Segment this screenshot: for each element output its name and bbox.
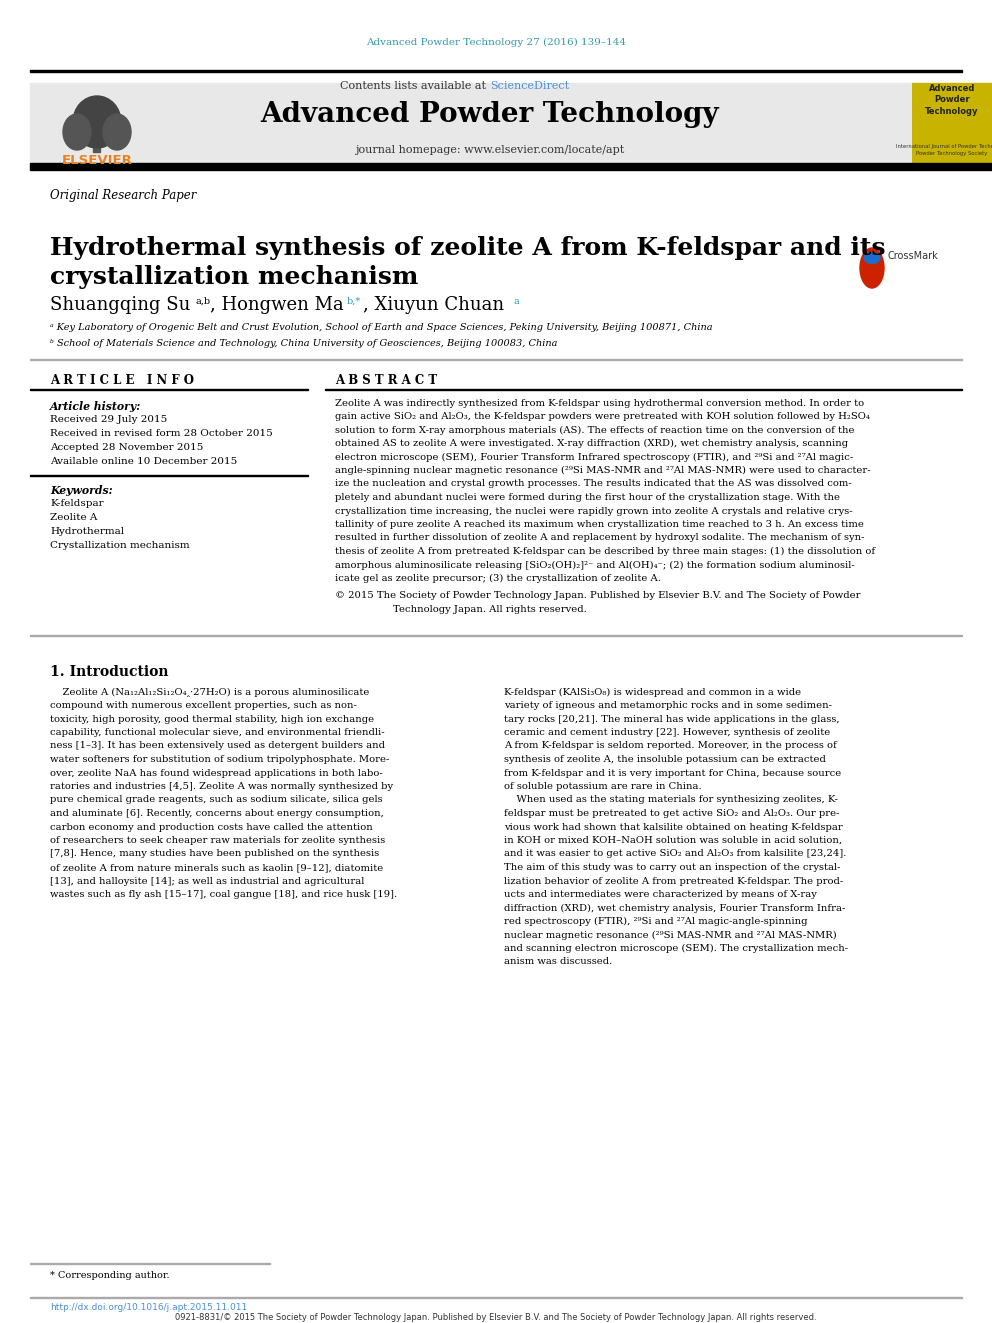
Text: feldspar must be pretreated to get active SiO₂ and Al₂O₃. Our pre-: feldspar must be pretreated to get activ… xyxy=(504,808,839,818)
Text: Advanced Powder Technology: Advanced Powder Technology xyxy=(261,102,719,128)
Text: gain active SiO₂ and Al₂O₃, the K-feldspar powders were pretreated with KOH solu: gain active SiO₂ and Al₂O₃, the K-feldsp… xyxy=(335,411,870,421)
Text: icate gel as zeolite precursor; (3) the crystallization of zeolite A.: icate gel as zeolite precursor; (3) the … xyxy=(335,574,661,583)
Text: Zeolite A was indirectly synthesized from K-feldspar using hydrothermal conversi: Zeolite A was indirectly synthesized fro… xyxy=(335,398,864,407)
Text: International Journal of Powder Technology
Powder Technology Society: International Journal of Powder Technolo… xyxy=(896,144,992,156)
Ellipse shape xyxy=(63,114,91,149)
Text: in KOH or mixed KOH–NaOH solution was soluble in acid solution,: in KOH or mixed KOH–NaOH solution was so… xyxy=(504,836,842,845)
Ellipse shape xyxy=(864,253,880,263)
Text: obtained AS to zeolite A were investigated. X-ray diffraction (XRD), wet chemist: obtained AS to zeolite A were investigat… xyxy=(335,439,848,448)
Text: over, zeolite NaA has found widespread applications in both labo-: over, zeolite NaA has found widespread a… xyxy=(50,769,383,778)
Text: Advanced Powder Technology 27 (2016) 139–144: Advanced Powder Technology 27 (2016) 139… xyxy=(366,37,626,46)
Text: Original Research Paper: Original Research Paper xyxy=(50,189,196,202)
Text: of zeolite A from nature minerals such as kaolin [9–12], diatomite: of zeolite A from nature minerals such a… xyxy=(50,863,383,872)
Text: Hydrothermal: Hydrothermal xyxy=(50,528,124,537)
Text: ratories and industries [4,5]. Zeolite A was normally synthesized by: ratories and industries [4,5]. Zeolite A… xyxy=(50,782,393,791)
Text: K-feldspar (KAlSi₃O₈) is widespread and common in a wide: K-feldspar (KAlSi₃O₈) is widespread and … xyxy=(504,688,802,697)
Text: Available online 10 December 2015: Available online 10 December 2015 xyxy=(50,458,237,467)
Text: * Corresponding author.: * Corresponding author. xyxy=(50,1271,170,1281)
Text: and aluminate [6]. Recently, concerns about energy consumption,: and aluminate [6]. Recently, concerns ab… xyxy=(50,808,384,818)
Text: wastes such as fly ash [15–17], coal gangue [18], and rice husk [19].: wastes such as fly ash [15–17], coal gan… xyxy=(50,890,397,900)
Text: A from K-feldspar is seldom reported. Moreover, in the process of: A from K-feldspar is seldom reported. Mo… xyxy=(504,741,836,750)
Bar xyxy=(912,83,992,165)
Text: synthesis of zeolite A, the insoluble potassium can be extracted: synthesis of zeolite A, the insoluble po… xyxy=(504,755,826,763)
Text: vious work had shown that kalsilite obtained on heating K-feldspar: vious work had shown that kalsilite obta… xyxy=(504,823,843,831)
Text: CrossMark: CrossMark xyxy=(888,251,938,261)
Ellipse shape xyxy=(73,97,121,148)
Text: and scanning electron microscope (SEM). The crystallization mech-: and scanning electron microscope (SEM). … xyxy=(504,943,848,953)
Text: ucts and intermediates were characterized by means of X-ray: ucts and intermediates were characterize… xyxy=(504,890,816,900)
Bar xyxy=(93,114,100,152)
Text: Crystallization mechanism: Crystallization mechanism xyxy=(50,541,189,550)
Text: 0921-8831/© 2015 The Society of Powder Technology Japan. Published by Elsevier B: 0921-8831/© 2015 The Society of Powder T… xyxy=(176,1312,816,1322)
Text: Technology Japan. All rights reserved.: Technology Japan. All rights reserved. xyxy=(393,605,587,614)
Text: Accepted 28 November 2015: Accepted 28 November 2015 xyxy=(50,443,203,452)
Text: The aim of this study was to carry out an inspection of the crystal-: The aim of this study was to carry out a… xyxy=(504,863,840,872)
Text: ScienceDirect: ScienceDirect xyxy=(490,81,569,91)
Ellipse shape xyxy=(860,247,884,288)
Text: nuclear magnetic resonance (²⁹Si MAS-NMR and ²⁷Al MAS-NMR): nuclear magnetic resonance (²⁹Si MAS-NMR… xyxy=(504,930,836,939)
Text: Keywords:: Keywords: xyxy=(50,484,113,496)
Text: ᵇ School of Materials Science and Technology, China University of Geosciences, B: ᵇ School of Materials Science and Techno… xyxy=(50,340,558,348)
Text: ize the nucleation and crystal growth processes. The results indicated that the : ize the nucleation and crystal growth pr… xyxy=(335,479,852,488)
Text: a,b: a,b xyxy=(196,296,211,306)
Bar xyxy=(30,83,910,165)
Text: solution to form X-ray amorphous materials (AS). The effects of reaction time on: solution to form X-ray amorphous materia… xyxy=(335,426,854,434)
Text: ᵃ Key Laboratory of Orogenic Belt and Crust Evolution, School of Earth and Space: ᵃ Key Laboratory of Orogenic Belt and Cr… xyxy=(50,324,712,332)
Text: compound with numerous excellent properties, such as non-: compound with numerous excellent propert… xyxy=(50,701,357,710)
Text: Article history:: Article history: xyxy=(50,401,141,411)
Text: tary rocks [20,21]. The mineral has wide applications in the glass,: tary rocks [20,21]. The mineral has wide… xyxy=(504,714,839,724)
Text: ceramic and cement industry [22]. However, synthesis of zeolite: ceramic and cement industry [22]. Howeve… xyxy=(504,728,830,737)
Text: electron microscope (SEM), Fourier Transform Infrared spectroscopy (FTIR), and ²: electron microscope (SEM), Fourier Trans… xyxy=(335,452,853,462)
Text: thesis of zeolite A from pretreated K-feldspar can be described by three main st: thesis of zeolite A from pretreated K-fe… xyxy=(335,546,875,556)
Text: capability, functional molecular sieve, and environmental friendli-: capability, functional molecular sieve, … xyxy=(50,728,385,737)
Text: water softeners for substitution of sodium tripolyphosphate. More-: water softeners for substitution of sodi… xyxy=(50,755,390,763)
Text: crystallization time increasing, the nuclei were rapidly grown into zeolite A cr: crystallization time increasing, the nuc… xyxy=(335,507,853,516)
Text: lization behavior of zeolite A from pretreated K-feldspar. The prod-: lization behavior of zeolite A from pret… xyxy=(504,877,843,885)
Text: Zeolite A: Zeolite A xyxy=(50,513,97,523)
Text: K-feldspar: K-feldspar xyxy=(50,500,103,508)
Text: variety of igneous and metamorphic rocks and in some sedimen-: variety of igneous and metamorphic rocks… xyxy=(504,701,832,710)
Text: When used as the stating materials for synthesizing zeolites, K-: When used as the stating materials for s… xyxy=(504,795,838,804)
Text: b,*: b,* xyxy=(347,296,361,306)
Text: pletely and abundant nuclei were formed during the first hour of the crystalliza: pletely and abundant nuclei were formed … xyxy=(335,493,840,501)
Text: pure chemical grade reagents, such as sodium silicate, silica gels: pure chemical grade reagents, such as so… xyxy=(50,795,383,804)
Text: toxicity, high porosity, good thermal stability, high ion exchange: toxicity, high porosity, good thermal st… xyxy=(50,714,374,724)
Text: [13], and halloysite [14]; as well as industrial and agricultural: [13], and halloysite [14]; as well as in… xyxy=(50,877,364,885)
Text: of researchers to seek cheaper raw materials for zeolite synthesis: of researchers to seek cheaper raw mater… xyxy=(50,836,385,845)
Text: of soluble potassium are rare in China.: of soluble potassium are rare in China. xyxy=(504,782,701,791)
Text: angle-spinning nuclear magnetic resonance (²⁹Si MAS-NMR and ²⁷Al MAS-NMR) were u: angle-spinning nuclear magnetic resonanc… xyxy=(335,466,871,475)
Text: diffraction (XRD), wet chemistry analysis, Fourier Transform Infra-: diffraction (XRD), wet chemistry analysi… xyxy=(504,904,845,913)
Text: © 2015 The Society of Powder Technology Japan. Published by Elsevier B.V. and Th: © 2015 The Society of Powder Technology … xyxy=(335,591,860,601)
Text: , Hongwen Ma: , Hongwen Ma xyxy=(210,296,344,314)
Text: from K-feldspar and it is very important for China, because source: from K-feldspar and it is very important… xyxy=(504,769,841,778)
Bar xyxy=(30,163,992,169)
Text: Received 29 July 2015: Received 29 July 2015 xyxy=(50,415,168,425)
Text: Received in revised form 28 October 2015: Received in revised form 28 October 2015 xyxy=(50,430,273,438)
Text: A B S T R A C T: A B S T R A C T xyxy=(335,373,437,386)
Text: Zeolite A (Na₁₂Al₁₂Si₁₂O₄‸·27H₂O) is a porous aluminosilicate: Zeolite A (Na₁₂Al₁₂Si₁₂O₄‸·27H₂O) is a p… xyxy=(50,688,369,697)
Text: Hydrothermal synthesis of zeolite A from K-feldspar and its
crystallization mech: Hydrothermal synthesis of zeolite A from… xyxy=(50,235,886,288)
Text: red spectroscopy (FTIR), ²⁹Si and ²⁷Al magic-angle-spinning: red spectroscopy (FTIR), ²⁹Si and ²⁷Al m… xyxy=(504,917,807,926)
Text: and it was easier to get active SiO₂ and Al₂O₃ from kalsilite [23,24].: and it was easier to get active SiO₂ and… xyxy=(504,849,846,859)
Text: anism was discussed.: anism was discussed. xyxy=(504,958,612,967)
Text: a: a xyxy=(513,296,519,306)
Text: , Xiuyun Chuan: , Xiuyun Chuan xyxy=(363,296,504,314)
Text: carbon economy and production costs have called the attention: carbon economy and production costs have… xyxy=(50,823,373,831)
Text: Advanced
Powder
Technology: Advanced Powder Technology xyxy=(926,83,979,116)
Text: ness [1–3]. It has been extensively used as detergent builders and: ness [1–3]. It has been extensively used… xyxy=(50,741,385,750)
Text: [7,8]. Hence, many studies have been published on the synthesis: [7,8]. Hence, many studies have been pub… xyxy=(50,849,379,859)
Text: 1. Introduction: 1. Introduction xyxy=(50,665,169,679)
Text: journal homepage: www.elsevier.com/locate/apt: journal homepage: www.elsevier.com/locat… xyxy=(355,146,625,155)
Text: resulted in further dissolution of zeolite A and replacement by hydroxyl sodalit: resulted in further dissolution of zeoli… xyxy=(335,533,864,542)
Text: tallinity of pure zeolite A reached its maximum when crystallization time reache: tallinity of pure zeolite A reached its … xyxy=(335,520,864,529)
Ellipse shape xyxy=(103,114,131,149)
Text: Shuangqing Su: Shuangqing Su xyxy=(50,296,190,314)
Bar xyxy=(30,70,962,71)
Text: A R T I C L E   I N F O: A R T I C L E I N F O xyxy=(50,373,194,386)
Text: http://dx.doi.org/10.1016/j.apt.2015.11.011: http://dx.doi.org/10.1016/j.apt.2015.11.… xyxy=(50,1303,247,1312)
Text: amorphous aluminosilicate releasing [SiO₂(OH)₂]²⁻ and Al(OH)₄⁻; (2) the formatio: amorphous aluminosilicate releasing [SiO… xyxy=(335,561,855,570)
Text: Contents lists available at: Contents lists available at xyxy=(340,81,490,91)
Text: ELSEVIER: ELSEVIER xyxy=(62,153,133,167)
